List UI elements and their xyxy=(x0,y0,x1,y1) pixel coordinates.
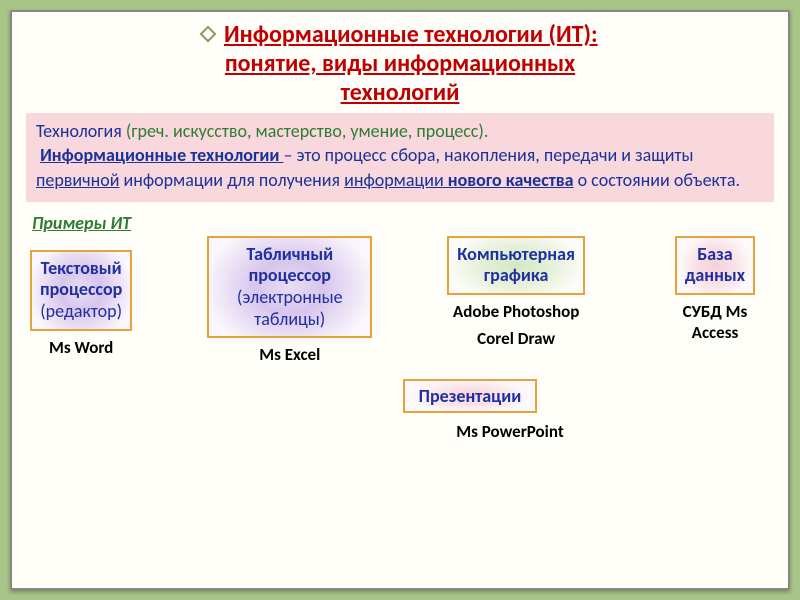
def-link-2: информации xyxy=(344,169,444,191)
card-sub: Ms Excel xyxy=(207,344,372,365)
card-line: Табличный xyxy=(246,243,333,265)
diamond-bullet-icon xyxy=(200,26,217,43)
card-sub-2: Corel Draw xyxy=(447,328,585,349)
card-line: База xyxy=(697,243,732,265)
card-col-table-processor: Табличный процессор (электронные таблицы… xyxy=(207,236,372,365)
def-term: Информационные технологии xyxy=(40,144,283,166)
title-line-2: понятие, виды информационных xyxy=(225,49,575,78)
card-text-processor: Текстовый процессор (редактор) xyxy=(30,250,132,331)
def-link-1: первичной xyxy=(36,169,119,191)
card-line: Компьютерная xyxy=(457,243,575,265)
card-sub: СУБД Ms Access xyxy=(660,301,770,343)
card-line: данных xyxy=(685,264,745,286)
title-line-1: Информационные технологии (ИТ): xyxy=(224,20,598,49)
card-col-text-processor: Текстовый процессор (редактор) Ms Word xyxy=(30,236,132,358)
title-line-3: технологий xyxy=(341,78,460,107)
card-paren: (электронные таблицы) xyxy=(237,286,343,330)
def-prefix: – это процесс сбора, накопления, передач… xyxy=(283,144,693,166)
definition-box: Технология (греч. искусство, мастерство,… xyxy=(26,113,774,202)
card-col-graphics: Компьютерная графика Adobe Photoshop Cor… xyxy=(447,236,585,349)
def-bold-u: нового качества xyxy=(444,169,574,191)
examples-heading: Примеры ИТ xyxy=(32,212,774,234)
card-sub: Ms Word xyxy=(30,337,132,358)
card-sub-1: Adobe Photoshop xyxy=(447,301,585,322)
presentation-row: Презентации Ms PowerPoint xyxy=(26,379,774,442)
def-mid: информации для получения xyxy=(119,169,344,191)
card-sub: Adobe Photoshop Corel Draw xyxy=(447,301,585,349)
card-graphics: Компьютерная графика xyxy=(447,236,585,295)
def-tech-word: Технология xyxy=(36,120,122,142)
card-table-processor: Табличный процессор (электронные таблицы… xyxy=(207,236,372,338)
card-paren: (редактор) xyxy=(40,300,122,322)
card-line: графика xyxy=(484,264,549,286)
presentation-sub: Ms PowerPoint xyxy=(456,421,563,442)
cards-row: Текстовый процессор (редактор) Ms Word Т… xyxy=(26,236,774,365)
slide: Информационные технологии (ИТ): понятие,… xyxy=(10,10,790,590)
def-suffix: о состоянии объекта. xyxy=(574,169,740,191)
card-line: Текстовый xyxy=(41,257,122,279)
card-presentation: Презентации xyxy=(403,379,538,413)
slide-title: Информационные технологии (ИТ): понятие,… xyxy=(26,20,774,107)
card-col-database: База данных СУБД Ms Access xyxy=(660,236,770,343)
def-greek: (греч. искусство, мастерство, умение, пр… xyxy=(122,120,489,142)
card-line: процессор xyxy=(40,278,122,300)
card-database: База данных xyxy=(675,236,755,295)
card-line: процессор xyxy=(249,264,331,286)
